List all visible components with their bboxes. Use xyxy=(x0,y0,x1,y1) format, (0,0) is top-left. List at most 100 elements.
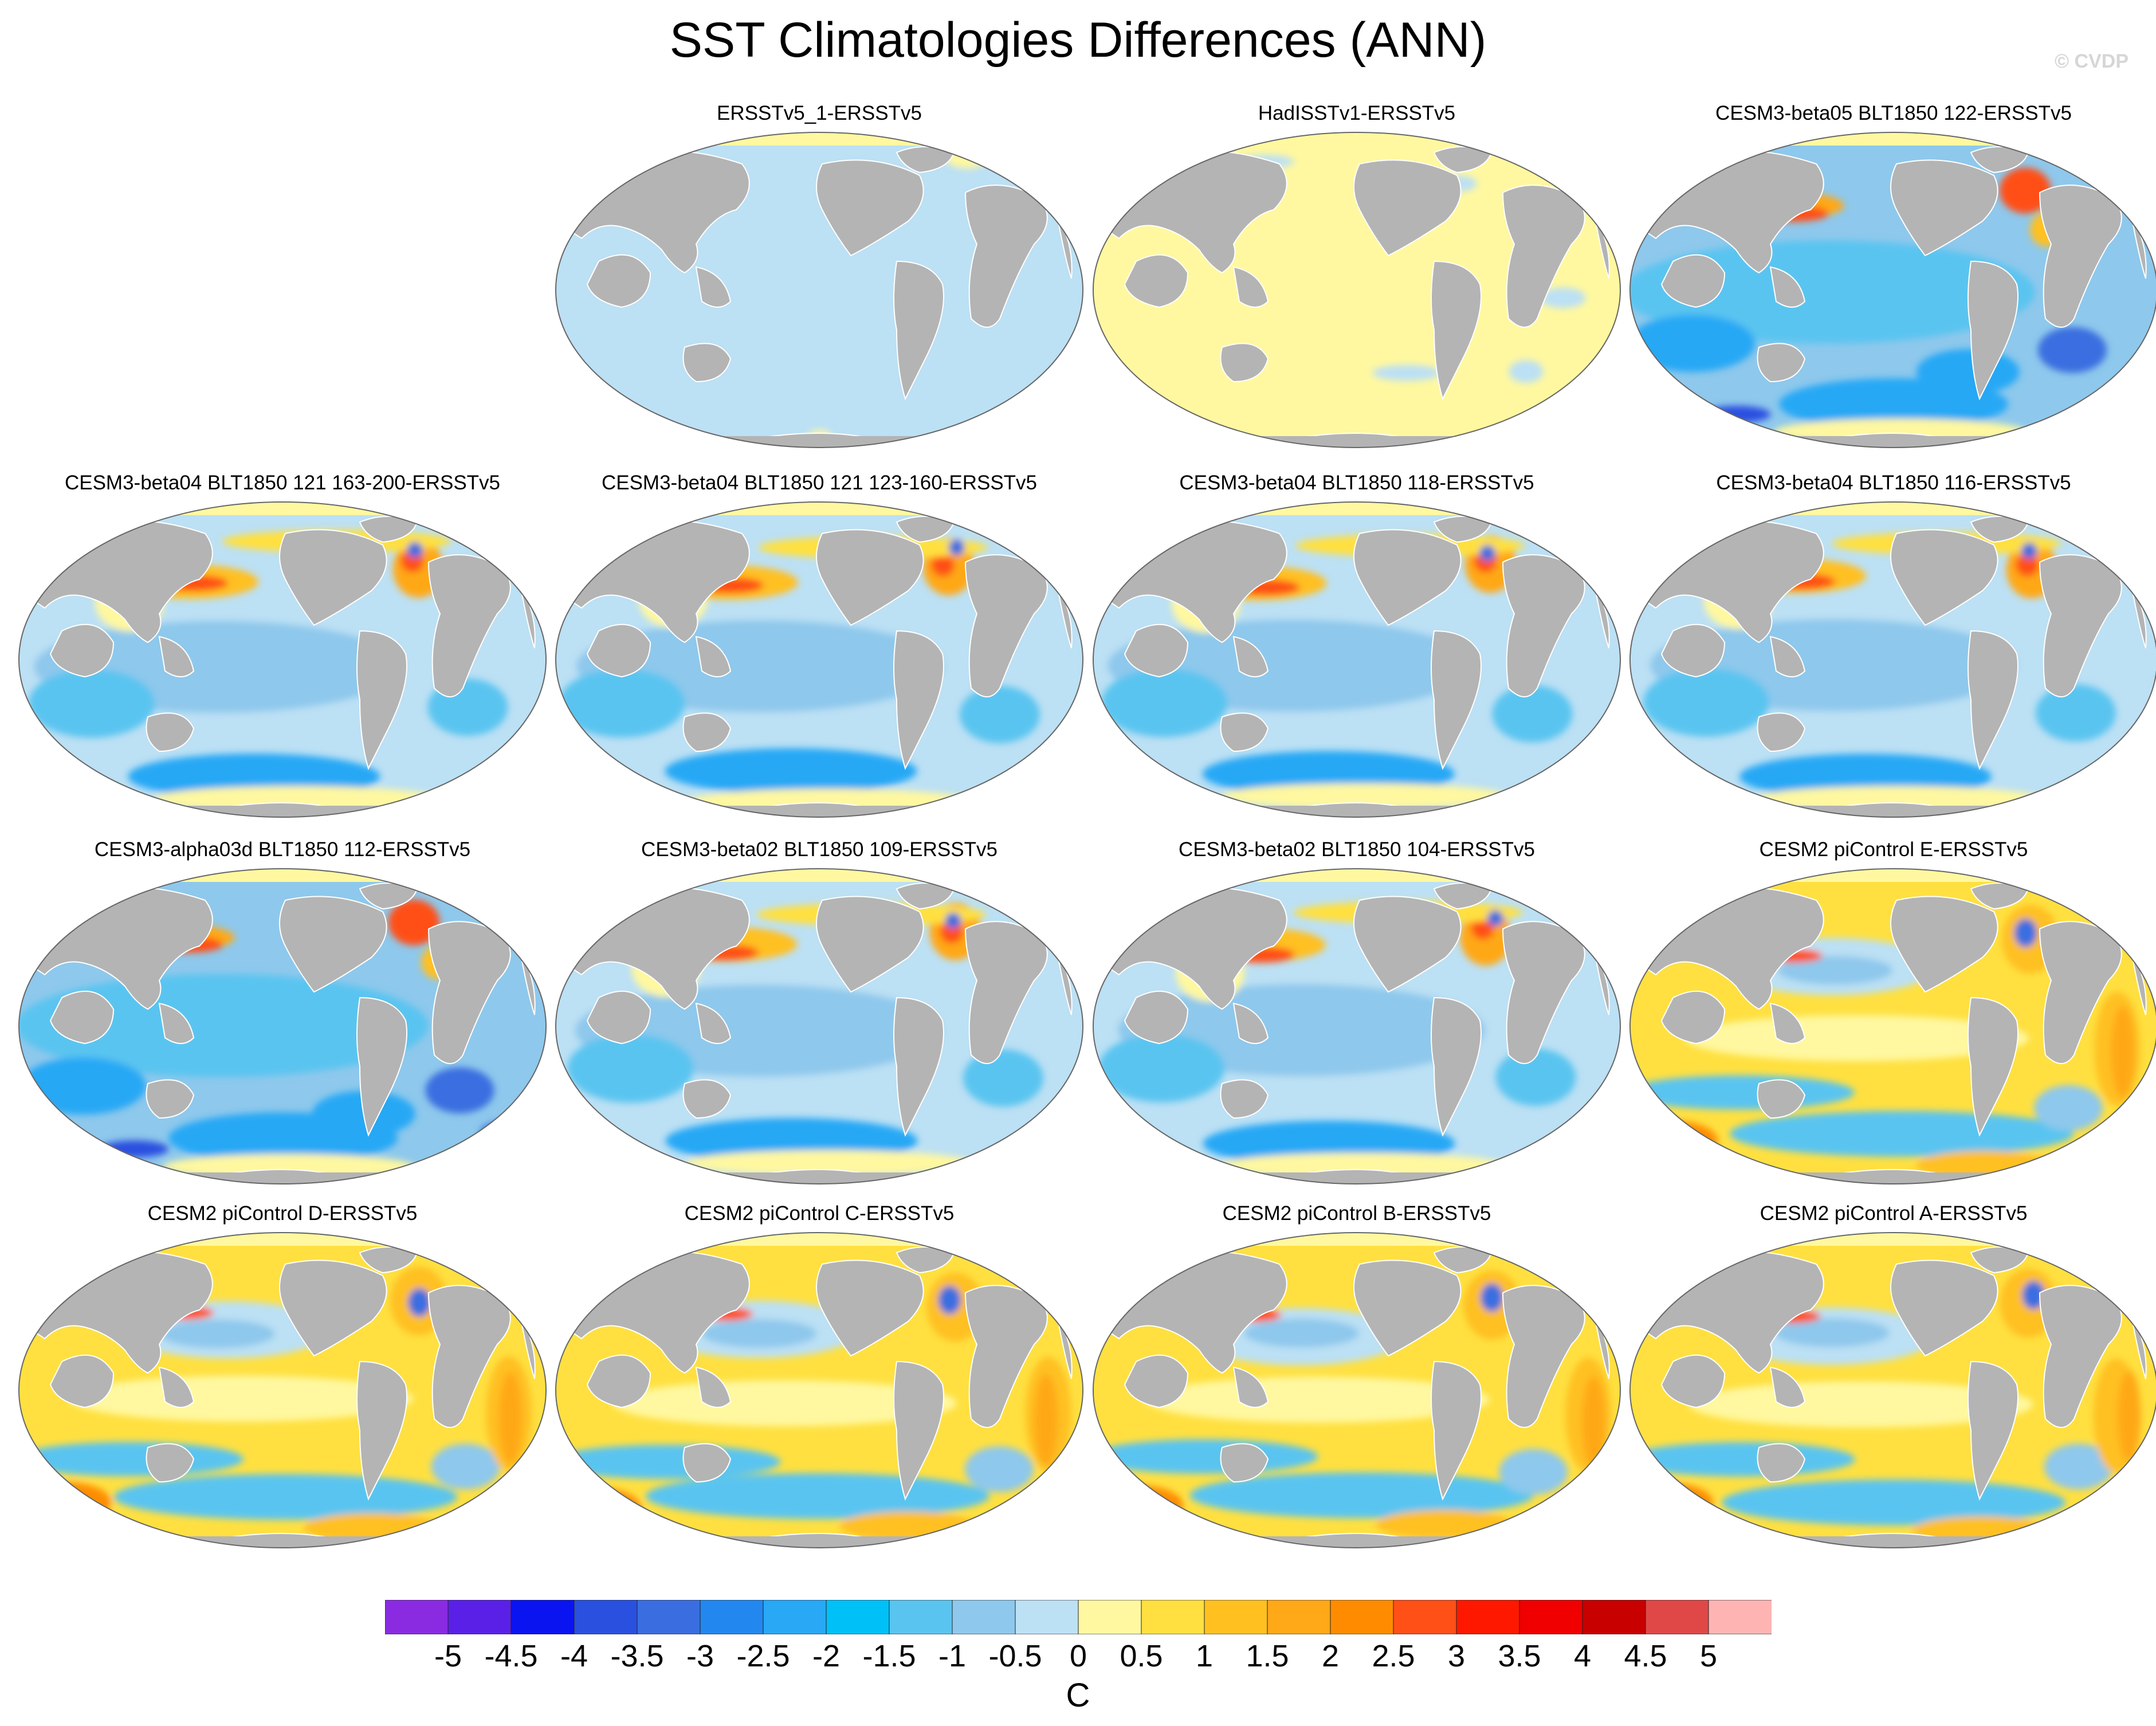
sst-anomaly xyxy=(1499,1449,1568,1495)
colorbar-swatch xyxy=(1393,1600,1457,1634)
sst-anomaly xyxy=(1730,1111,2074,1157)
land-mass xyxy=(356,997,407,1137)
panel-title: ERSSTv5_1-ERSSTv5 xyxy=(717,102,922,124)
world-map xyxy=(1093,501,1621,818)
panel-title: CESM3-beta04 BLT1850 121 123-160-ERSSTv5 xyxy=(601,472,1038,494)
sst-anomaly xyxy=(567,1034,694,1103)
sst-anomaly xyxy=(964,1446,1034,1492)
land-mass xyxy=(1353,159,1462,257)
sst-anomaly xyxy=(431,1443,500,1490)
land-mass xyxy=(1220,1079,1269,1119)
sst-anomaly xyxy=(1646,1139,1692,1160)
sst-anomaly xyxy=(1093,1485,1184,1525)
panel-title: CESM2 piControl A-ERSSTv5 xyxy=(1760,1202,2028,1225)
sst-anomaly xyxy=(612,1380,957,1426)
antarctica xyxy=(1630,436,2156,448)
antarctica xyxy=(556,806,1083,817)
panel-title: CESM2 piControl C-ERSSTv5 xyxy=(684,1202,955,1225)
figure-title: SST Climatologies Differences (ANN) xyxy=(669,13,1487,68)
land-mass xyxy=(1431,260,1482,401)
land-mass xyxy=(682,343,732,383)
map-panel: ERSSTv5_1-ERSSTv5 xyxy=(553,97,1086,453)
panel-title: CESM3-beta05 BLT1850 122-ERSSTv5 xyxy=(1715,102,2072,124)
colorbar-tick-label: 2 xyxy=(1321,1639,1340,1673)
land-mass xyxy=(695,266,732,308)
antarctica xyxy=(19,1536,546,1548)
land-mass xyxy=(695,1366,732,1408)
sst-field xyxy=(1630,502,2156,817)
colorbar-swatch xyxy=(385,1600,449,1634)
sst-field xyxy=(1630,1233,2156,1548)
colorbar-swatch xyxy=(1645,1600,1709,1634)
colorbar-swatch xyxy=(1330,1600,1394,1634)
sst-anomaly xyxy=(963,1049,1043,1107)
sst-field xyxy=(1630,132,2156,448)
land-mass xyxy=(279,1260,387,1357)
sst-anomaly xyxy=(1643,668,1770,737)
land-mass xyxy=(682,1443,732,1483)
land-mass xyxy=(49,1354,115,1409)
sst-field xyxy=(1093,869,1620,1184)
world-map xyxy=(1629,132,2156,448)
map-outline xyxy=(555,501,1083,818)
antarctica xyxy=(19,806,546,817)
sst-anomaly xyxy=(1034,1374,1058,1466)
sst-anomaly xyxy=(1093,1439,1318,1474)
land-mass xyxy=(279,529,387,626)
colorbar-tick-label: -3 xyxy=(686,1639,714,1673)
sst-anomaly xyxy=(1372,364,1442,381)
sst-anomaly xyxy=(2014,919,2037,948)
sst-anomaly xyxy=(480,1121,527,1144)
sst-field xyxy=(556,502,1083,817)
land-mass xyxy=(1433,146,1493,174)
panel-title: HadISSTv1-ERSSTv5 xyxy=(1258,102,1456,124)
map-panel: CESM3-beta05 BLT1850 122-ERSSTv5 xyxy=(1627,97,2156,453)
land-mass xyxy=(896,882,955,910)
antarctica xyxy=(1630,1172,2156,1184)
colorbar-swatch xyxy=(1456,1600,1520,1634)
colorbar-swatch xyxy=(447,1600,512,1634)
colorbar-swatch xyxy=(574,1600,638,1634)
sst-anomaly xyxy=(69,1375,413,1422)
map-outline xyxy=(555,1232,1083,1548)
land-mass xyxy=(1769,1002,1806,1044)
colorbar-tick-label: -5 xyxy=(434,1639,462,1673)
antarctica xyxy=(1093,1536,1620,1548)
sst-anomaly xyxy=(571,1503,617,1524)
land-mass xyxy=(896,146,955,174)
antarctica xyxy=(19,1172,546,1184)
map-panel: CESM2 piControl E-ERSSTv5 xyxy=(1627,834,2156,1189)
world-map xyxy=(18,501,547,818)
land-mass xyxy=(49,990,115,1045)
colorbar xyxy=(385,1600,1772,1634)
land-mass xyxy=(158,1366,195,1408)
sst-anomaly xyxy=(2034,1085,2103,1131)
antarctica xyxy=(1093,1172,1620,1184)
sst-anomaly xyxy=(665,748,917,794)
world-map xyxy=(1093,132,1621,448)
world-map xyxy=(18,868,547,1184)
land-mass xyxy=(1970,1246,2029,1274)
land-mass xyxy=(1757,1079,1806,1119)
sst-anomaly xyxy=(19,1057,146,1115)
sst-anomaly xyxy=(948,539,965,556)
land-mass xyxy=(1968,630,2018,770)
sst-anomaly xyxy=(1101,668,1228,738)
land-mass xyxy=(1769,266,1806,308)
sst-field xyxy=(1093,502,1620,817)
colorbar-swatch xyxy=(1519,1600,1583,1634)
panel-title: CESM3-beta04 BLT1850 121 163-200-ERSSTv5 xyxy=(64,472,501,494)
colorbar-swatch xyxy=(1267,1600,1331,1634)
land-mass xyxy=(1431,630,1482,770)
sst-anomaly xyxy=(2021,543,2037,559)
colorbar-swatch xyxy=(1204,1600,1268,1634)
world-map xyxy=(555,868,1083,1184)
sst-field xyxy=(19,1233,546,1548)
sst-anomaly xyxy=(2118,1370,2141,1462)
sst-field xyxy=(19,869,546,1184)
land-mass xyxy=(1890,159,1998,257)
sst-anomaly xyxy=(1684,1015,2029,1061)
map-outline xyxy=(18,868,547,1184)
land-mass xyxy=(359,516,418,543)
antarctica xyxy=(1093,806,1620,817)
